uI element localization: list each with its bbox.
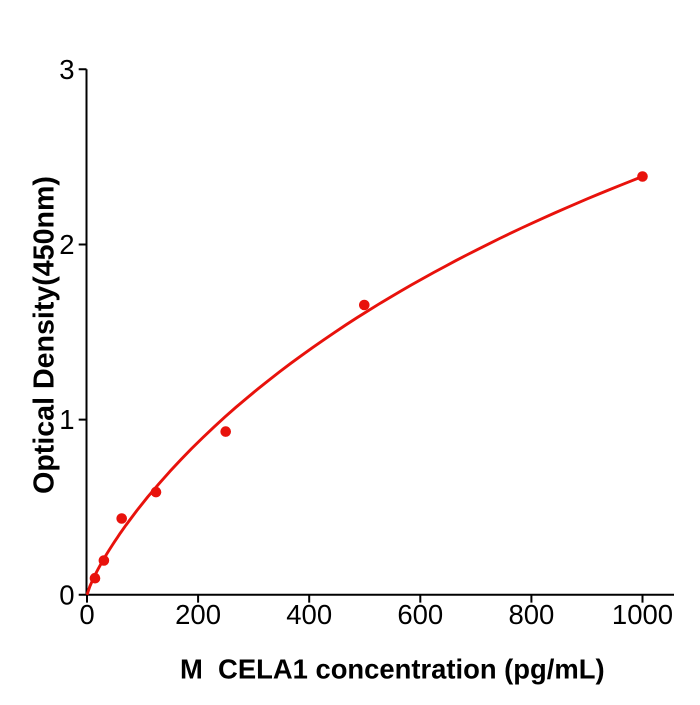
svg-text:800: 800: [508, 599, 554, 630]
svg-text:1: 1: [59, 404, 74, 435]
svg-text:200: 200: [175, 599, 221, 630]
svg-text:1000: 1000: [612, 599, 673, 630]
svg-text:0: 0: [59, 579, 74, 610]
svg-text:2: 2: [59, 229, 74, 260]
svg-text:400: 400: [286, 599, 332, 630]
svg-text:600: 600: [397, 599, 443, 630]
svg-text:0: 0: [79, 599, 94, 630]
svg-text:Optical Density(450nm): Optical Density(450nm): [28, 176, 60, 494]
svg-text:M CELA1 concentration (pg/mL): M CELA1 concentration (pg/mL): [180, 653, 605, 684]
svg-text:3: 3: [59, 54, 74, 85]
